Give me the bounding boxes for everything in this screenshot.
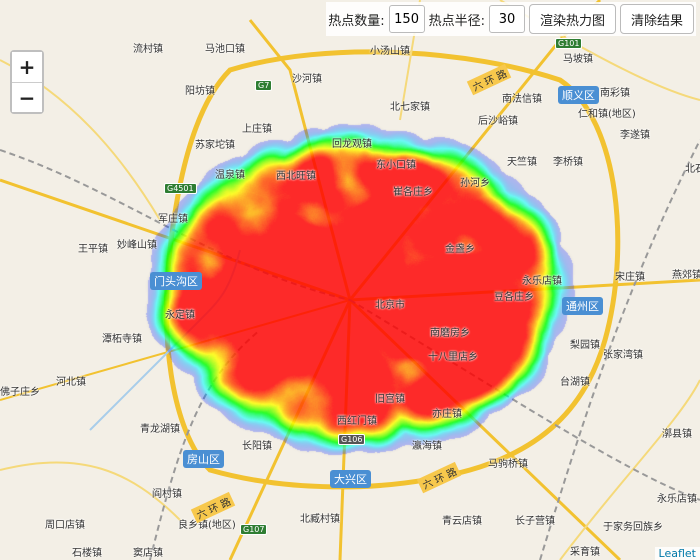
place-label: 于家务回族乡 (603, 522, 663, 533)
place-label: 小汤山镇 (370, 46, 410, 57)
place-label: 宋庄镇 (615, 272, 645, 283)
place-label: 长阳镇 (242, 441, 272, 452)
place-label: 沙河镇 (292, 74, 322, 85)
district-label: 房山区 (183, 450, 224, 468)
place-label: 东小口镇 (376, 160, 416, 171)
place-label: 永乐店镇 (522, 276, 562, 287)
place-label: 孙河乡 (460, 178, 490, 189)
zoom-in-button[interactable]: + (12, 52, 42, 82)
place-label: 采育镇 (570, 547, 600, 558)
place-label: 马池口镇 (205, 44, 245, 55)
place-label: 佛子庄乡 (0, 387, 40, 398)
place-label: 长子营镇 (515, 516, 555, 527)
place-label: 青龙湖镇 (140, 424, 180, 435)
highway-shield: G4501 (164, 183, 197, 194)
place-label: 周口店镇 (45, 520, 85, 531)
place-label: 台湖镇 (560, 377, 590, 388)
heatmap-toolbar: 热点数量: 热点半径: 渲染热力图 清除结果 (326, 2, 696, 36)
place-label: 燕郊镇 (672, 270, 700, 281)
place-label: 金盏乡 (445, 244, 475, 255)
place-label: 河北镇 (56, 377, 86, 388)
hotspot-count-input[interactable] (388, 5, 425, 33)
place-label: 石楼镇 (72, 548, 102, 559)
place-label: 亦庄镇 (432, 409, 462, 420)
district-label: 门头沟区 (150, 272, 202, 290)
place-label: 上庄镇 (242, 124, 272, 135)
district-label: 顺义区 (558, 86, 599, 104)
zoom-control: + − (10, 50, 44, 114)
place-label: 窦店镇 (133, 548, 163, 559)
district-label: 大兴区 (330, 470, 371, 488)
hotspot-radius-input[interactable] (488, 5, 525, 33)
place-label: 苏家坨镇 (195, 140, 235, 151)
place-label: 后沙峪镇 (478, 116, 518, 127)
place-label: 西北旺镇 (276, 171, 316, 182)
place-label: 军庄镇 (158, 214, 188, 225)
place-label: 北臧村镇 (300, 514, 340, 525)
place-label: 天竺镇 (507, 157, 537, 168)
place-label: 李遂镇 (620, 130, 650, 141)
place-label: 马坡镇 (563, 54, 593, 65)
highway-shield: G106 (338, 434, 366, 445)
place-label: 永定镇 (165, 310, 195, 321)
place-label: 青云店镇 (442, 516, 482, 527)
place-label: 漷县镇 (662, 429, 692, 440)
render-heatmap-button[interactable]: 渲染热力图 (528, 4, 616, 34)
highway-shield: G107 (240, 524, 268, 535)
place-label: 梨园镇 (570, 340, 600, 351)
place-label: 北京市 (375, 300, 405, 311)
attribution-link[interactable]: Leaflet (654, 547, 700, 560)
place-label: 旧宫镇 (375, 394, 405, 405)
place-label: 南磨房乡 (430, 328, 470, 339)
place-label: 阳坊镇 (185, 86, 215, 97)
place-label: 十八里店乡 (428, 352, 478, 363)
place-label: 王平镇 (78, 244, 108, 255)
highway-shield: G101 (555, 38, 583, 49)
place-label: 崔各庄乡 (393, 187, 433, 198)
place-label: 温泉镇 (215, 170, 245, 181)
place-label: 仁和镇(地区) (578, 109, 636, 120)
place-label: 南彩镇 (600, 88, 630, 99)
clear-results-button[interactable]: 清除结果 (619, 4, 694, 34)
place-label: 阎村镇 (152, 489, 182, 500)
district-label: 通州区 (562, 297, 603, 315)
place-label: 北七家镇 (390, 102, 430, 113)
place-label: 妙峰山镇 (117, 240, 157, 251)
place-label: 流村镇 (133, 44, 163, 55)
place-label: 南法信镇 (502, 94, 542, 105)
place-label: 回龙观镇 (332, 139, 372, 150)
place-label: 瀛海镇 (412, 441, 442, 452)
zoom-out-button[interactable]: − (12, 82, 42, 112)
place-label: 豆各庄乡 (494, 292, 534, 303)
place-label: 西红门镇 (337, 416, 377, 427)
place-label: 张家湾镇 (603, 350, 643, 361)
place-label: 马驹桥镇 (488, 459, 528, 470)
place-label: 北石槽镇 (685, 164, 700, 175)
place-label: 李桥镇 (553, 157, 583, 168)
hotspot-count-label: 热点数量: (328, 13, 385, 29)
place-label: 良乡镇(地区) (178, 520, 236, 531)
hotspot-radius-label: 热点半径: (428, 13, 485, 29)
place-label: 永乐店镇 (657, 494, 697, 505)
highway-shield: G7 (255, 80, 273, 91)
place-label: 潭柘寺镇 (102, 334, 142, 345)
